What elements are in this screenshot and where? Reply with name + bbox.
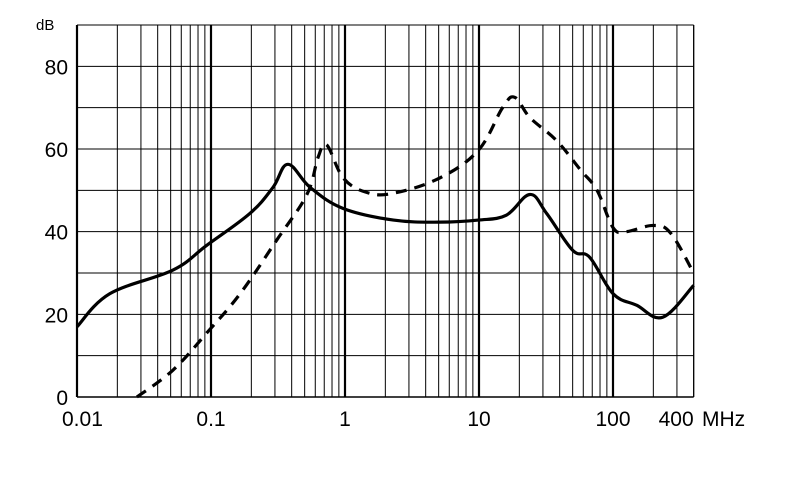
x-tick-label: 100 bbox=[595, 408, 630, 431]
y-tick-label: 60 bbox=[45, 139, 68, 162]
x-tick-label: 0.01 bbox=[62, 408, 103, 431]
x-tick-label: 400 bbox=[659, 408, 694, 431]
dashed-series-line bbox=[135, 95, 696, 399]
series-layer bbox=[75, 95, 696, 399]
tick-labels: 0.01 0.1 1 10 100 400 0 20 40 60 80 bbox=[45, 56, 694, 431]
y-axis-unit: dB bbox=[36, 17, 54, 34]
y-tick-label: 40 bbox=[45, 222, 68, 245]
x-tick-label: 0.1 bbox=[196, 408, 225, 431]
y-tick-label: 20 bbox=[45, 304, 68, 327]
x-axis-unit: MHz bbox=[702, 408, 745, 431]
grid bbox=[75, 24, 695, 398]
y-tick-label: 80 bbox=[45, 56, 68, 79]
y-tick-label: 0 bbox=[56, 387, 68, 410]
x-tick-label: 10 bbox=[467, 408, 490, 431]
solid-series-line bbox=[75, 162, 695, 328]
x-tick-label: 1 bbox=[339, 408, 351, 431]
